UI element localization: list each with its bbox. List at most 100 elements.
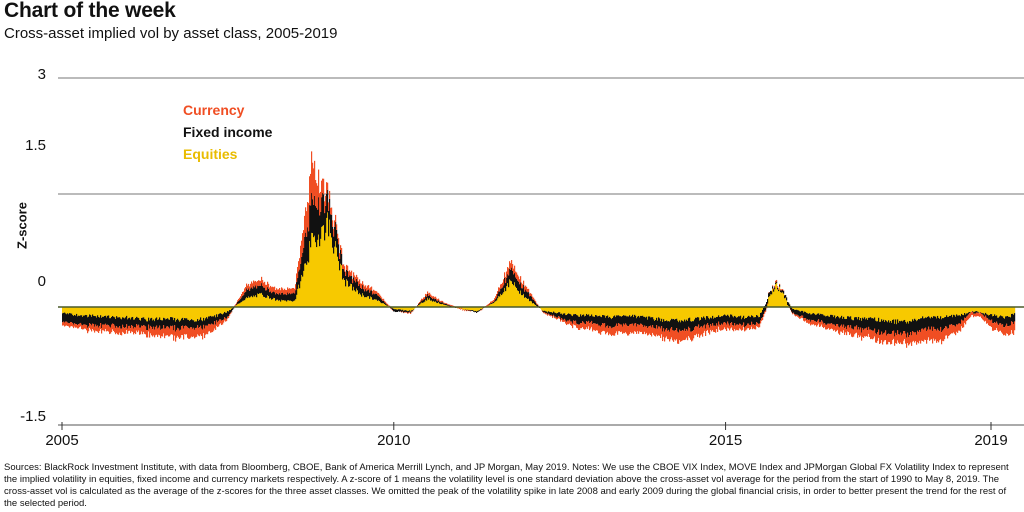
area-slice-eq	[676, 307, 678, 319]
area-slice-eq	[321, 226, 323, 307]
area-slice-fi	[238, 300, 240, 304]
area-slice-eq	[505, 291, 507, 307]
area-slice-cur	[589, 323, 591, 331]
area-slice-cur	[974, 313, 976, 317]
area-slice-cur	[499, 287, 501, 292]
area-slice-fi	[287, 292, 289, 301]
area-slice-cur	[508, 268, 510, 276]
area-slice-fi	[749, 316, 751, 326]
area-slice-fi	[809, 313, 811, 320]
area-slice-fi	[898, 322, 900, 335]
area-slice-cur	[904, 331, 906, 340]
area-slice-fi	[321, 197, 323, 227]
area-slice-eq	[913, 307, 915, 321]
area-slice-eq	[843, 307, 845, 317]
area-slice-fi	[665, 321, 667, 330]
area-slice-fi	[882, 321, 884, 335]
area-slice-eq	[861, 307, 863, 321]
area-slice-cur	[367, 285, 369, 291]
area-slice-cur	[677, 331, 679, 344]
area-slice-fi	[328, 210, 330, 237]
area-slice-fi	[187, 319, 189, 328]
area-slice-eq	[181, 307, 183, 319]
series-equities	[62, 212, 1016, 325]
area-slice-fi	[113, 316, 115, 325]
area-slice-cur	[937, 328, 939, 342]
area-slice-cur	[433, 296, 435, 299]
area-slice-eq	[1001, 307, 1003, 317]
area-slice-eq	[491, 303, 493, 307]
area-slice-eq	[422, 302, 424, 307]
area-slice-fi	[794, 310, 796, 315]
area-slice-fi	[225, 312, 227, 319]
area-slice-eq	[278, 300, 280, 307]
area-slice-eq	[784, 298, 786, 307]
area-slice-eq	[769, 296, 771, 307]
area-slice-eq	[828, 307, 830, 317]
area-slice-fi	[508, 275, 510, 288]
area-slice-eq	[370, 296, 372, 307]
area-slice-eq	[167, 307, 169, 319]
area-slice-eq	[351, 284, 353, 307]
area-slice-cur	[253, 280, 255, 287]
area-slice-eq	[685, 307, 687, 322]
area-slice-fi	[806, 313, 808, 320]
area-slice-fi	[967, 313, 969, 316]
area-slice-cur	[196, 327, 198, 337]
area-slice-fi	[821, 314, 823, 321]
area-slice-fi	[316, 207, 318, 248]
area-slice-eq	[249, 297, 251, 307]
area-slice-fi	[97, 315, 99, 326]
area-slice-cur	[356, 274, 358, 279]
area-slice-fi	[68, 314, 70, 324]
area-slice-eq	[190, 307, 192, 321]
area-slice-fi	[173, 320, 175, 331]
area-slice-fi	[359, 284, 361, 293]
area-slice-eq	[768, 297, 770, 307]
area-slice-fi	[795, 309, 797, 315]
area-slice-cur	[284, 288, 286, 295]
area-slice-fi	[81, 315, 83, 325]
area-slice-cur	[682, 330, 684, 341]
area-slice-eq	[814, 307, 816, 315]
area-slice-eq	[649, 307, 651, 317]
area-slice-eq	[111, 307, 113, 317]
area-slice-cur	[390, 308, 392, 309]
area-slice-fi	[400, 309, 402, 312]
area-slice-fi	[126, 315, 128, 325]
area-slice-eq	[721, 307, 723, 317]
area-slice-cur	[405, 311, 407, 313]
area-slice-eq	[760, 307, 762, 313]
area-slice-eq	[266, 297, 268, 307]
area-slice-eq	[657, 307, 659, 321]
area-slice-eq	[815, 307, 817, 316]
area-slice-eq	[992, 307, 994, 317]
area-slice-fi	[131, 317, 133, 326]
area-slice-eq	[515, 286, 517, 307]
area-slice-cur	[900, 332, 902, 343]
area-slice-cur	[259, 280, 261, 286]
area-slice-cur	[802, 315, 804, 319]
area-slice-fi	[153, 319, 155, 327]
area-slice-fi	[674, 319, 676, 331]
area-slice-fi	[981, 313, 983, 314]
area-slice-fi	[986, 314, 988, 318]
area-slice-eq	[492, 303, 494, 307]
area-slice-cur	[135, 327, 137, 335]
area-slice-eq	[509, 279, 511, 307]
area-slice-cur	[424, 297, 426, 300]
area-slice-fi	[564, 313, 566, 319]
area-slice-fi	[919, 319, 921, 331]
area-slice-eq	[193, 307, 195, 321]
area-slice-fi	[218, 314, 220, 321]
area-slice-fi	[958, 315, 960, 324]
area-slice-fi	[309, 205, 311, 242]
area-slice-cur	[899, 334, 901, 344]
area-slice-cur	[301, 240, 303, 258]
area-slice-cur	[464, 310, 466, 312]
area-slice-cur	[106, 325, 108, 332]
area-slice-fi	[184, 318, 186, 327]
area-slice-cur	[650, 325, 652, 335]
area-slice-eq	[625, 307, 627, 316]
area-slice-cur	[421, 298, 423, 301]
